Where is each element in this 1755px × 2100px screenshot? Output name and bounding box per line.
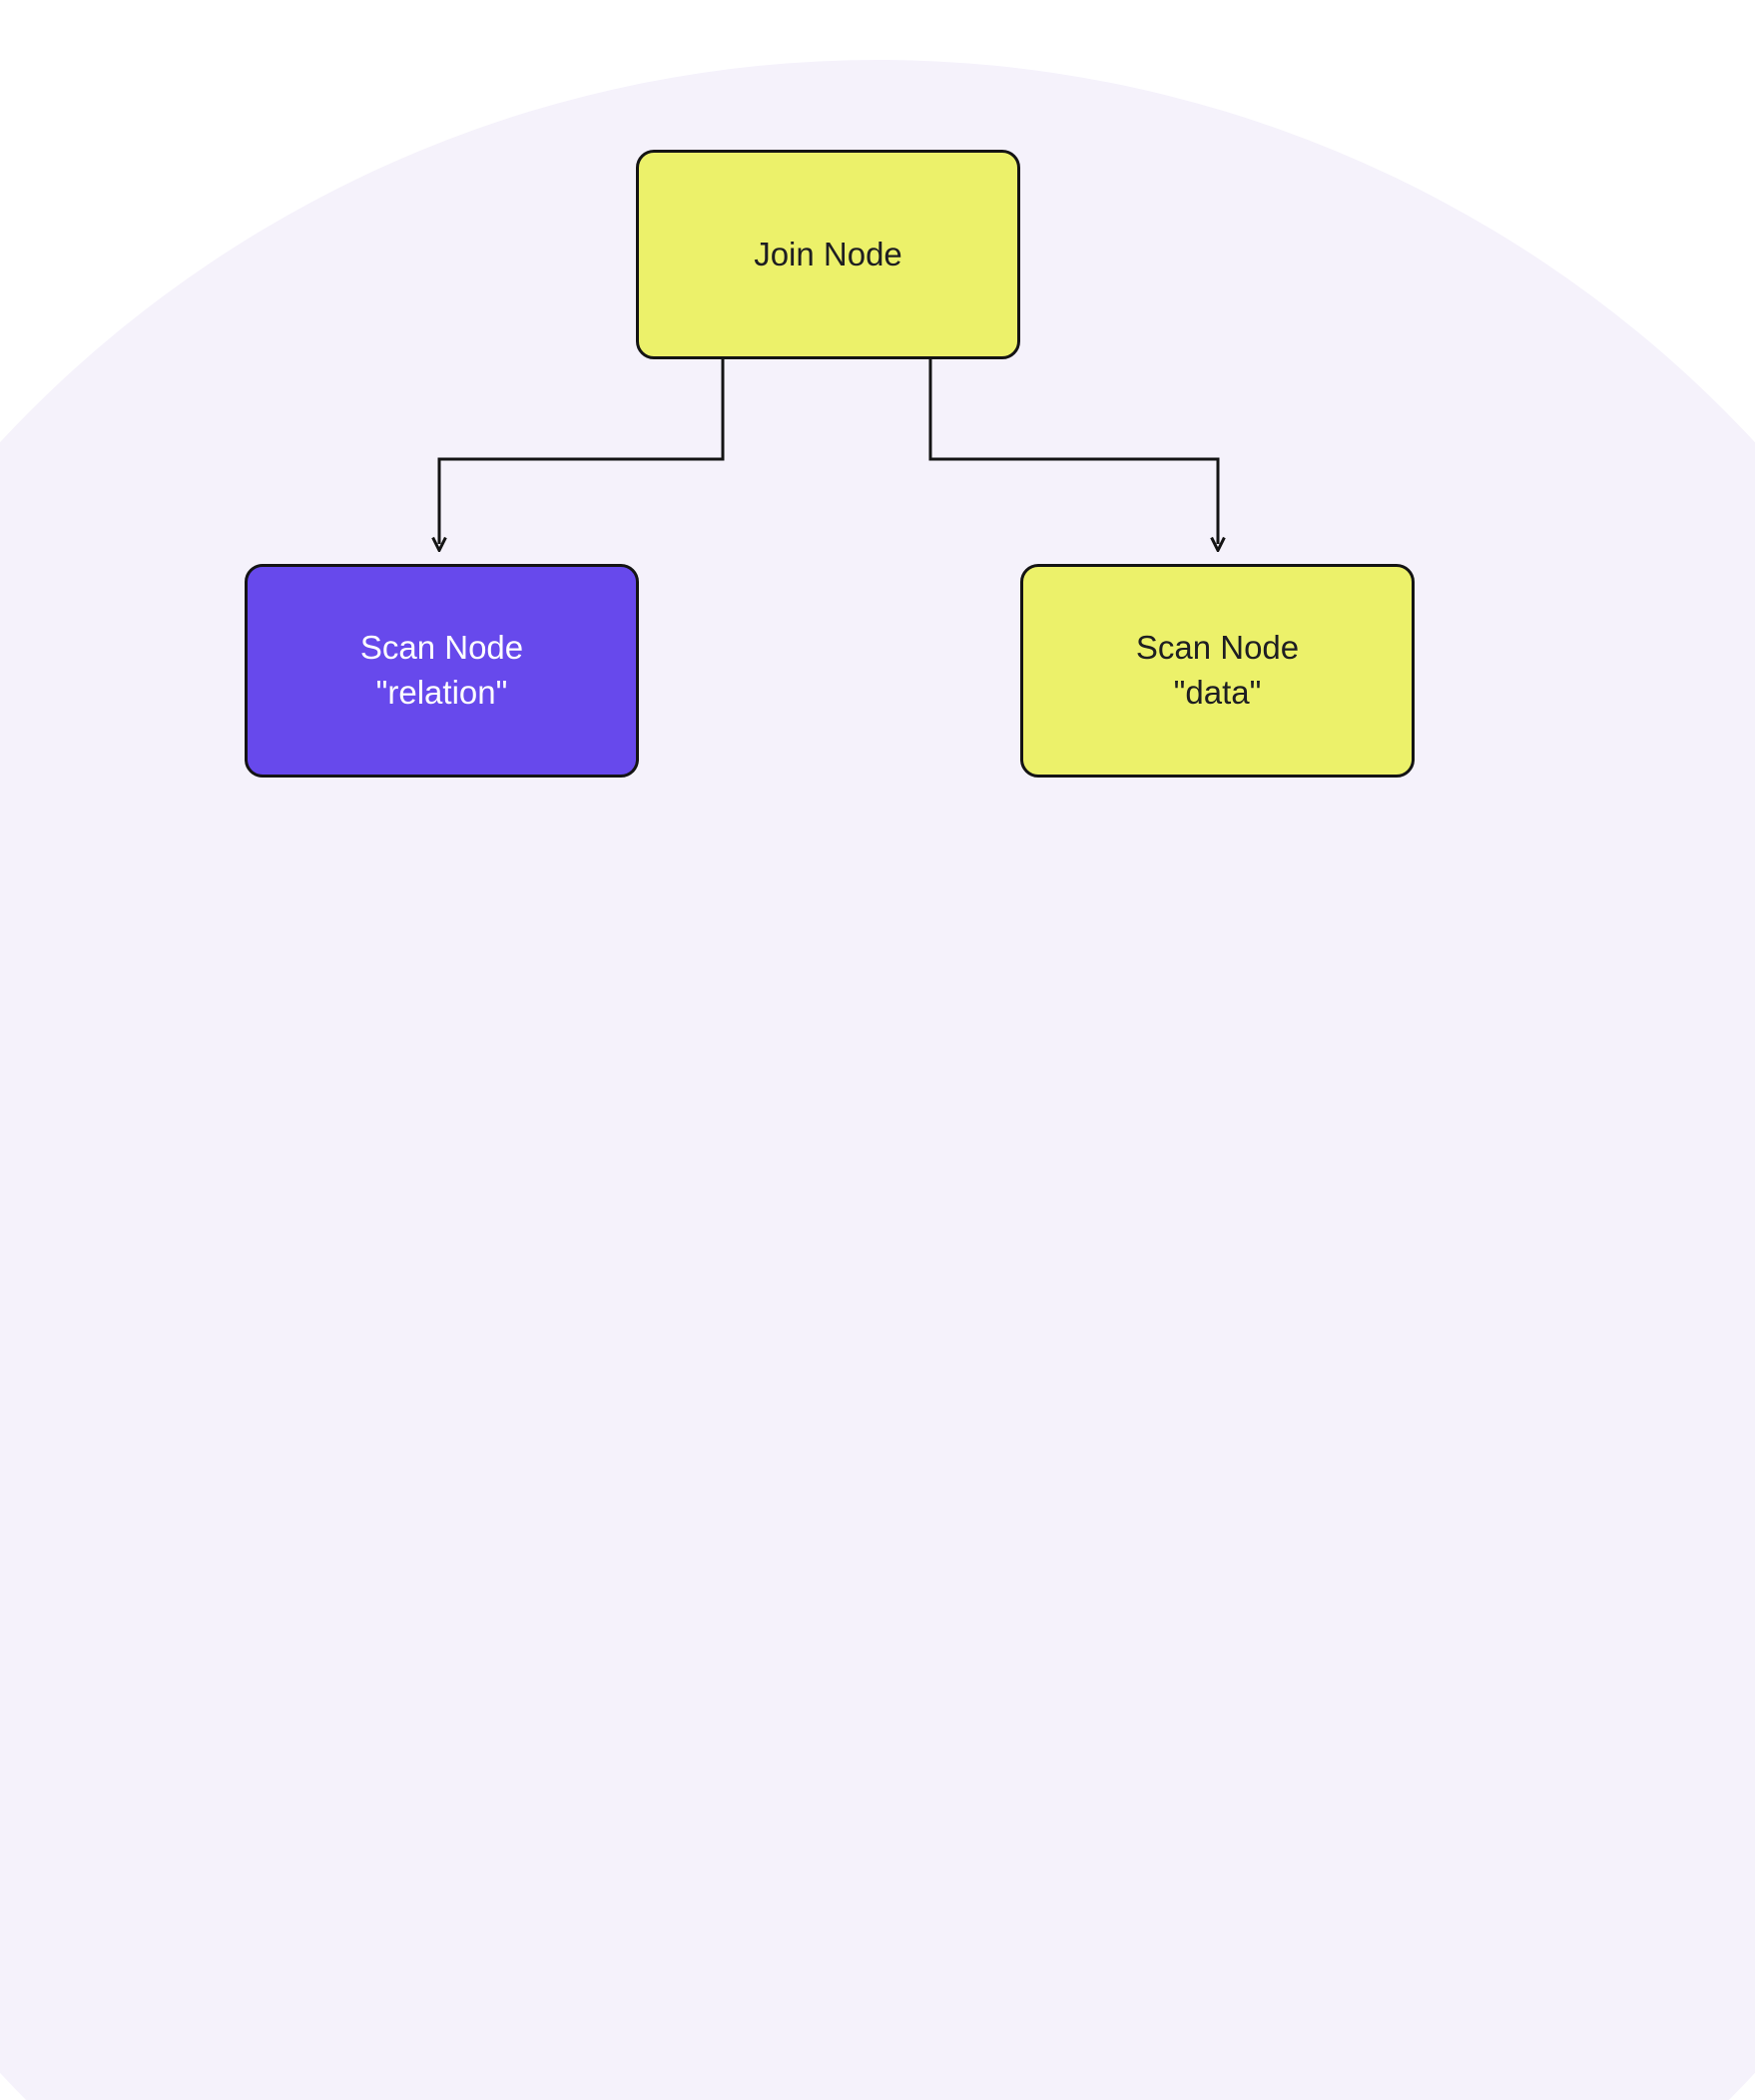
edge-join-to-scan-relation: [439, 359, 723, 544]
node-scan-relation: Scan Node"relation": [245, 564, 639, 778]
edge-join-to-scan-data: [930, 359, 1218, 544]
node-join-line-0: Join Node: [754, 233, 902, 277]
node-scan-data-line-1: "data": [1174, 671, 1262, 716]
node-join: Join Node: [636, 150, 1020, 359]
node-scan-relation-line-0: Scan Node: [360, 626, 523, 671]
node-scan-relation-line-1: "relation": [376, 671, 508, 716]
node-scan-data: Scan Node"data": [1020, 564, 1415, 778]
tree-diagram: Join NodeScan Node"relation"Scan Node"da…: [0, 0, 1755, 1050]
node-scan-data-line-0: Scan Node: [1136, 626, 1299, 671]
